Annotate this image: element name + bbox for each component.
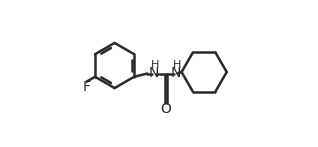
Text: N: N [149, 66, 159, 80]
Text: H: H [151, 61, 159, 71]
Text: O: O [160, 102, 171, 116]
Text: H: H [173, 61, 181, 71]
Text: N: N [170, 66, 181, 80]
Text: F: F [82, 80, 90, 94]
